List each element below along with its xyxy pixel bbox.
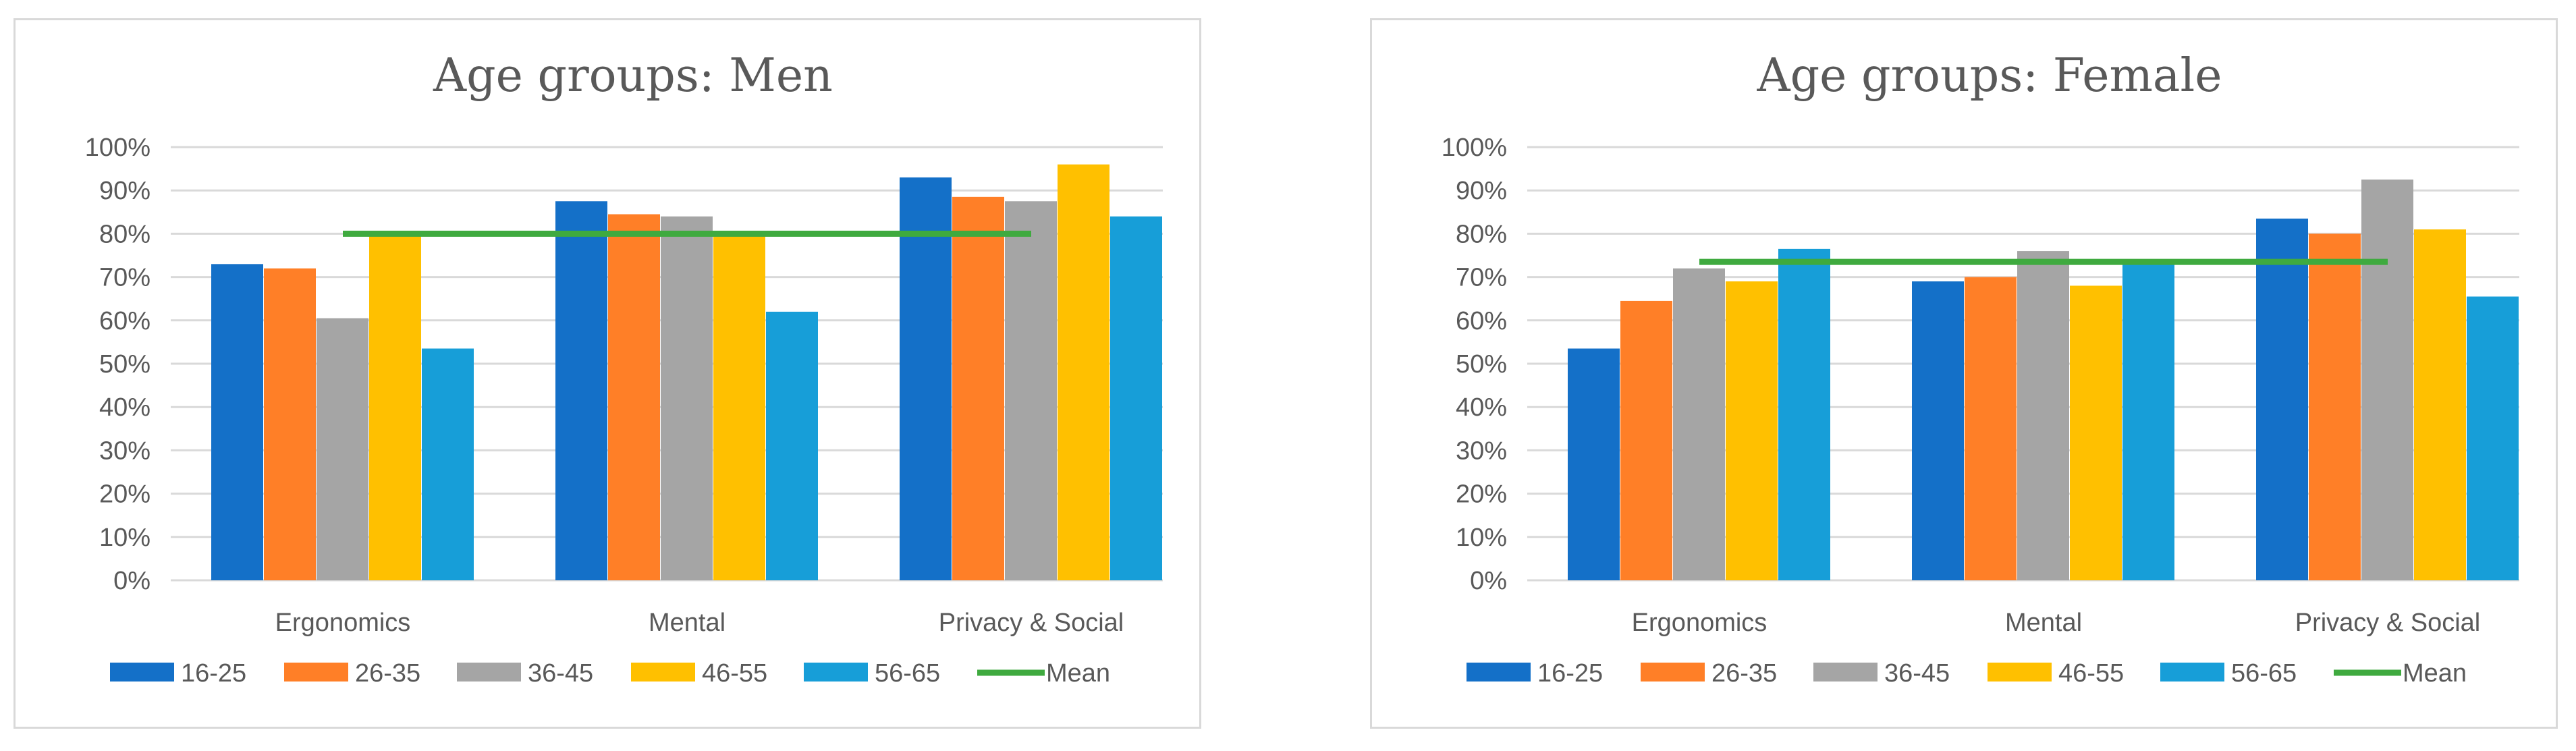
bar-36-45-ergonomics — [317, 318, 368, 580]
legend-swatch-46-55 — [1988, 663, 2052, 682]
legend-label: 26-35 — [355, 659, 420, 688]
y-tick-label: 20% — [99, 480, 150, 509]
bar-36-45-mental — [661, 216, 713, 581]
y-tick-label: 0% — [113, 567, 150, 595]
x-category-label: Mental — [649, 609, 725, 637]
chart-title: Age groups: Female — [1757, 49, 2222, 103]
bar-26-35-mental — [1965, 277, 2017, 580]
y-tick-label: 50% — [99, 350, 150, 379]
x-category-label: Mental — [2005, 609, 2082, 637]
x-category-label: Privacy & Social — [939, 609, 1124, 637]
y-tick-label: 80% — [1456, 220, 1507, 248]
y-tick-label: 100% — [1442, 134, 1507, 162]
y-tick-label: 100% — [85, 134, 150, 162]
y-tick-label: 10% — [1456, 524, 1507, 552]
legend-swatch-26-35 — [284, 663, 348, 682]
bar-36-45-privacy-social — [1005, 201, 1057, 580]
legend-swatch-56-65 — [804, 663, 868, 682]
bar-16-25-privacy-social — [900, 177, 952, 580]
bar-16-25-mental — [555, 201, 607, 580]
y-tick-label: 40% — [1456, 393, 1507, 422]
y-tick-label: 90% — [1456, 177, 1507, 205]
bar-26-35-privacy-social — [2309, 233, 2361, 580]
bar-46-55-mental — [2070, 285, 2122, 580]
y-tick-label: 20% — [1456, 480, 1507, 509]
y-tick-label: 60% — [1456, 307, 1507, 335]
y-tick-label: 30% — [99, 437, 150, 465]
legend-label: 16-25 — [181, 659, 246, 688]
legend-label: 46-55 — [702, 659, 767, 688]
legend-label: 36-45 — [528, 659, 593, 688]
bar-36-45-mental — [2017, 251, 2069, 580]
y-tick-label: 60% — [99, 307, 150, 335]
bar-26-35-ergonomics — [1620, 300, 1672, 580]
chart-title: Age groups: Men — [433, 49, 833, 103]
legend-label: Mean — [2403, 659, 2467, 688]
legend-swatch-56-65 — [2160, 663, 2224, 682]
bar-46-55-ergonomics — [1726, 281, 1778, 580]
bar-46-55-privacy-social — [1058, 164, 1109, 580]
bar-26-35-privacy-social — [952, 196, 1004, 581]
chart-panel-men: Age groups: Men 0% 10% 20% 30% 40% 50% 60% 70% 80… — [13, 18, 1201, 729]
bar-56-65-ergonomics — [422, 348, 474, 580]
legend-swatch-46-55 — [631, 663, 695, 682]
legend-swatch-36-45 — [457, 663, 521, 682]
bar-16-25-mental — [1912, 281, 1964, 580]
x-category-label: Ergonomics — [1632, 609, 1767, 637]
legend-label: 56-65 — [875, 659, 940, 688]
bar-46-55-ergonomics — [369, 233, 421, 580]
y-tick-label: 70% — [99, 264, 150, 292]
y-tick-label: 50% — [1456, 350, 1507, 379]
bar-16-25-ergonomics — [1568, 348, 1620, 580]
y-tick-label: 10% — [99, 524, 150, 552]
chart-female: Age groups: Female 0% 10% 20% 30% 40% 50% 60% 70… — [1442, 49, 2519, 688]
legend-label: Mean — [1046, 659, 1110, 688]
legend-label: 36-45 — [1884, 659, 1950, 688]
legend-swatch-16-25 — [1467, 663, 1531, 682]
chart-men: Age groups: Men 0% 10% 20% 30% 40% 50% 60% 70% 80… — [85, 49, 1163, 688]
bar-36-45-privacy-social — [2361, 179, 2413, 580]
bar-56-65-privacy-social — [1110, 216, 1162, 581]
bar-26-35-ergonomics — [264, 268, 316, 580]
bar-56-65-privacy-social — [2467, 296, 2519, 580]
bar-46-55-privacy-social — [2414, 229, 2466, 581]
legend-swatch-26-35 — [1641, 663, 1705, 682]
legend-label: 46-55 — [2058, 659, 2124, 688]
bar-56-65-mental — [2122, 262, 2174, 580]
bar-36-45-ergonomics — [1673, 268, 1725, 580]
y-tick-label: 30% — [1456, 437, 1507, 465]
legend-label: 16-25 — [1537, 659, 1603, 688]
bar-56-65-ergonomics — [1778, 248, 1830, 580]
y-tick-label: 80% — [99, 220, 150, 248]
chart-panel-female: Age groups: Female 0% 10% 20% 30% 40% 50% 60% 70… — [1370, 18, 2558, 729]
x-category-label: Privacy & Social — [2295, 609, 2481, 637]
bar-26-35-mental — [608, 214, 660, 580]
y-tick-label: 40% — [99, 393, 150, 422]
y-tick-label: 0% — [1470, 567, 1507, 595]
bar-56-65-mental — [766, 311, 818, 580]
y-tick-label: 90% — [99, 177, 150, 205]
y-tick-label: 70% — [1456, 264, 1507, 292]
x-category-label: Ergonomics — [275, 609, 411, 637]
bar-16-25-ergonomics — [211, 264, 263, 580]
legend-label: 56-65 — [2231, 659, 2297, 688]
bar-16-25-privacy-social — [2256, 218, 2308, 580]
legend-swatch-16-25 — [110, 663, 174, 682]
bar-46-55-mental — [713, 233, 765, 580]
legend-swatch-36-45 — [1813, 663, 1878, 682]
legend-label: 26-35 — [1711, 659, 1777, 688]
